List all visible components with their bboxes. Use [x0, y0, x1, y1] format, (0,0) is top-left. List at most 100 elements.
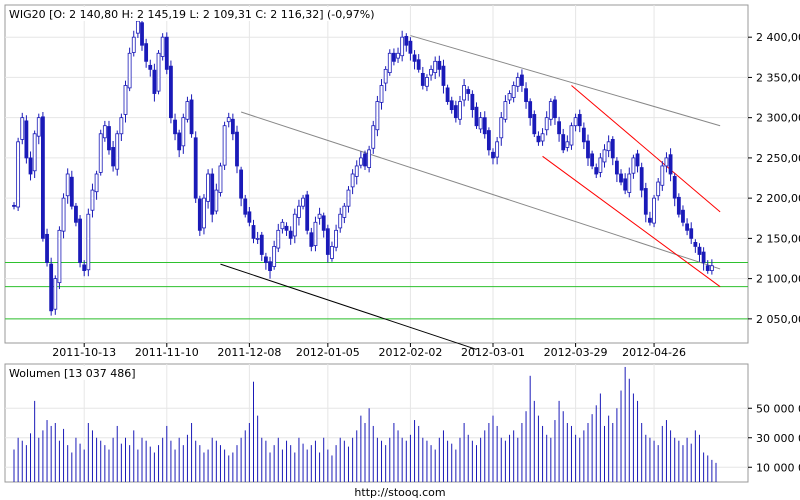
candle	[321, 212, 326, 238]
candle-body	[470, 93, 475, 111]
candle	[297, 199, 301, 226]
candle-body	[577, 114, 582, 127]
channel-line	[542, 155, 721, 288]
candle	[235, 125, 239, 174]
candle	[251, 219, 256, 244]
candle	[111, 141, 116, 172]
candle	[619, 169, 623, 186]
candle	[78, 215, 82, 268]
candle-body	[280, 221, 285, 230]
candle	[693, 239, 698, 253]
candle	[222, 121, 227, 170]
candle	[69, 170, 74, 210]
candle	[24, 115, 29, 164]
price-y-tick-label: 2 250,00	[756, 152, 800, 165]
price-candles	[12, 17, 714, 316]
candle	[577, 109, 582, 133]
candle-body	[107, 126, 111, 151]
candle-body	[169, 65, 173, 119]
candle-body	[412, 54, 417, 62]
candle-body	[693, 242, 698, 247]
candle	[177, 129, 182, 158]
candle	[548, 98, 553, 126]
channel-line	[571, 85, 721, 213]
candle	[379, 79, 384, 110]
candle	[478, 112, 483, 133]
candle-body	[668, 154, 673, 175]
candle	[528, 98, 533, 126]
candle-body	[263, 256, 268, 263]
candle-body	[119, 117, 124, 135]
candle	[86, 208, 91, 277]
candle-body	[697, 246, 702, 255]
candle-body	[32, 133, 37, 172]
channel-line	[220, 263, 477, 350]
candle	[387, 49, 392, 76]
candle	[701, 247, 706, 271]
candle	[511, 81, 516, 103]
candle	[197, 195, 202, 236]
price-x-tick-label: 2012-03-29	[544, 346, 608, 359]
candle-body	[259, 234, 264, 255]
price-x-tick-label: 2012-03-01	[461, 346, 525, 359]
candle-body	[358, 157, 363, 166]
candle-body	[515, 77, 520, 87]
candle	[449, 96, 454, 114]
candle-body	[222, 125, 227, 166]
candle-body	[49, 263, 54, 312]
candle-body	[532, 114, 537, 135]
candle-body	[445, 87, 450, 102]
candle-body	[503, 101, 508, 120]
candle-body	[255, 237, 260, 240]
candle-body	[41, 116, 45, 239]
volume-y-tick-label: 50 000 000	[756, 402, 800, 415]
price-y-tick-label: 2 300,00	[756, 112, 800, 125]
candle-body	[94, 173, 99, 193]
candle-body	[396, 52, 400, 59]
price-levels	[5, 262, 748, 320]
candle	[74, 202, 78, 227]
candle	[202, 194, 206, 235]
candle	[135, 17, 140, 38]
candle-body	[598, 157, 603, 173]
candle-body	[185, 101, 190, 120]
price-legend-bg	[7, 7, 340, 21]
candle	[20, 112, 25, 145]
price-y-tick-label: 2 200,00	[756, 192, 800, 205]
candle-body	[309, 232, 314, 247]
candle	[210, 168, 215, 223]
candle-body	[453, 105, 458, 119]
candle-body	[111, 147, 116, 167]
candle-body	[202, 197, 206, 229]
candle	[544, 111, 549, 136]
volume-y-tick-label: 30 000 000	[756, 432, 800, 445]
candle	[676, 193, 681, 218]
candle	[420, 66, 425, 90]
candle-body	[74, 205, 78, 223]
candle	[230, 113, 235, 141]
candle	[453, 100, 458, 123]
candle-body	[45, 233, 49, 263]
candle-body	[61, 197, 66, 232]
candle-body	[544, 117, 549, 131]
candle-body	[350, 173, 355, 188]
candle-body	[82, 264, 87, 271]
candle	[57, 226, 62, 290]
candle	[363, 150, 367, 170]
candle-body	[635, 153, 640, 167]
candle-body	[433, 60, 438, 73]
candle-body	[173, 119, 177, 135]
candle	[263, 252, 268, 270]
candle	[689, 222, 694, 245]
candle	[98, 129, 103, 176]
candle	[614, 157, 619, 183]
channel-line	[410, 35, 721, 127]
candle-body	[565, 141, 570, 148]
candle-body	[594, 167, 599, 175]
candle	[412, 50, 417, 70]
candle	[346, 186, 351, 213]
candle	[82, 260, 87, 277]
volume-legend-bg	[7, 366, 119, 380]
candle	[553, 95, 557, 125]
candle	[631, 154, 636, 179]
